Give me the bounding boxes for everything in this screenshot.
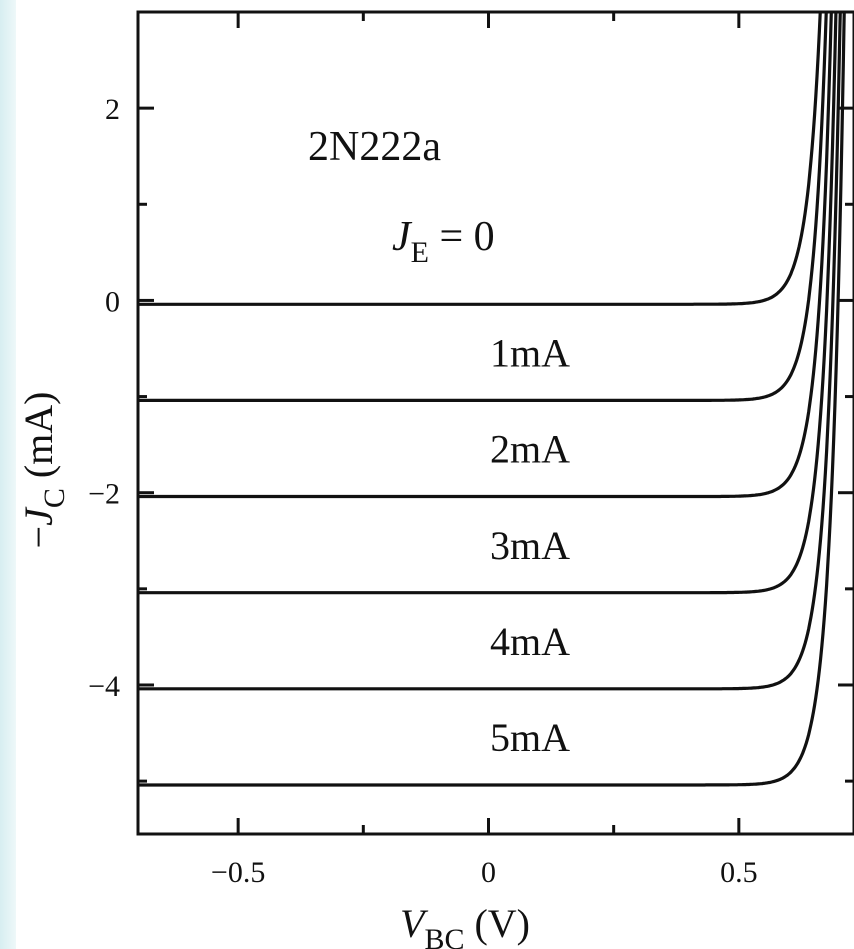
x-tick-label: −0.5 (211, 856, 265, 889)
curve-label: 5mA (490, 715, 570, 760)
curve-3mA (138, 12, 838, 595)
plot-frame (136, 10, 854, 836)
y-tick-label: 0 (105, 285, 120, 318)
curve-label: 4mA (490, 619, 570, 664)
curve-label: 3mA (490, 523, 570, 568)
subtitle-subscript: E (411, 236, 429, 269)
y-axis-subscript: C (38, 488, 71, 508)
chart-title: 2N222a (308, 124, 441, 170)
x-tick: −0.5 (211, 12, 265, 889)
y-axis-symbol: J (16, 506, 61, 526)
subtitle-rest: = 0 (429, 214, 495, 260)
curve-5mA (138, 12, 846, 787)
x-tick-label: 0 (481, 856, 496, 889)
chart-subtitle: JE = 0 (392, 214, 495, 269)
x-tick: 0 (481, 12, 496, 889)
y-tick: −4 (88, 670, 854, 703)
y-tick-label: −4 (88, 670, 120, 703)
y-tick-label: 2 (105, 93, 120, 126)
axis-ticks: −0.5 0 0.5 −4 −2 0 2 (88, 10, 854, 889)
curve-4mA (138, 12, 842, 691)
x-axis-symbol: V (400, 901, 429, 946)
curve-2mA (138, 12, 833, 499)
x-axis-subscript: BC (424, 923, 464, 949)
x-axis-title: VBC (V) (400, 901, 530, 949)
y-tick: −2 (88, 478, 854, 511)
x-tick: 0.5 (720, 12, 758, 889)
y-tick: 2 (105, 93, 854, 126)
x-axis-rest: (V) (464, 901, 530, 946)
y-axis-prefix: − (16, 526, 61, 549)
y-axis-rest: (mA) (16, 392, 61, 489)
y-tick-label: −2 (88, 478, 120, 511)
curves (138, 12, 846, 787)
curve-zero (138, 12, 822, 306)
subtitle-symbol: J (392, 214, 413, 260)
curve-label: 2mA (490, 427, 570, 472)
background-strip (0, 0, 16, 949)
y-tick: 0 (105, 285, 854, 318)
y-axis-title: −JC (mA) (16, 392, 71, 549)
curve-labels: 1mA 2mA 3mA 4mA 5mA (490, 331, 570, 761)
curve-1mA (138, 12, 828, 402)
x-tick-label: 0.5 (720, 856, 758, 889)
curve-label: 1mA (490, 331, 570, 376)
